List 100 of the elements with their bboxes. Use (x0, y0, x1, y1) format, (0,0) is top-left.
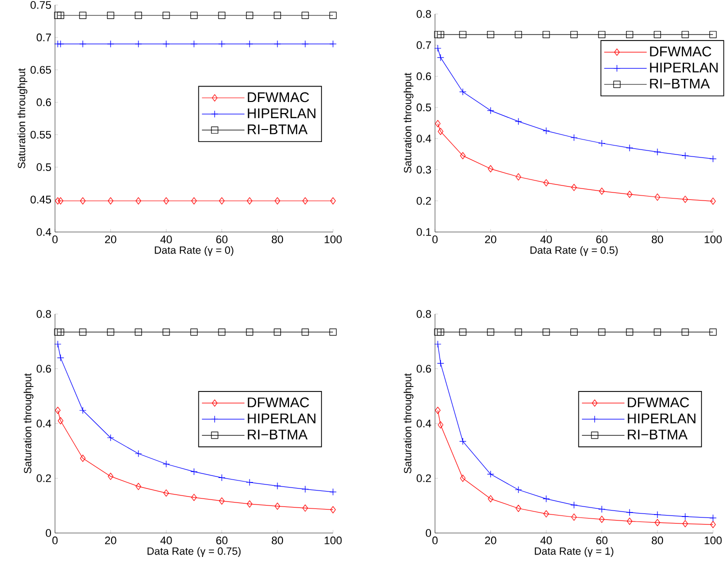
point (134, 12, 142, 19)
legend-label: RI−BTMA (248, 124, 308, 134)
point (598, 506, 606, 513)
legend-label: DFWMAC (628, 397, 689, 408)
point (108, 197, 114, 204)
point (710, 198, 716, 205)
point (80, 197, 86, 204)
point (134, 40, 142, 48)
point (434, 340, 442, 348)
point (709, 328, 717, 336)
point (329, 12, 337, 19)
y-tick-label: 0.2 (416, 196, 431, 205)
point (330, 506, 336, 514)
point (682, 152, 689, 160)
point (599, 516, 605, 523)
y-tick-label: 0.75 (30, 1, 52, 9)
point (487, 106, 494, 114)
point (56, 328, 64, 336)
point (626, 190, 632, 198)
point (246, 328, 254, 336)
point (459, 438, 466, 445)
x-tick-label: 0 (432, 236, 438, 244)
point (488, 495, 494, 502)
point (709, 155, 717, 162)
point (329, 40, 337, 48)
x-tick-label: 40 (160, 236, 172, 244)
point (488, 165, 494, 172)
point (459, 88, 466, 96)
point (107, 434, 114, 442)
point (570, 134, 578, 142)
point (302, 197, 308, 204)
point (218, 328, 226, 336)
point (570, 501, 578, 509)
point (626, 328, 634, 336)
point (682, 196, 688, 203)
point (108, 472, 114, 480)
y-tick-label: 0.65 (30, 66, 52, 74)
point (435, 406, 441, 414)
point (542, 30, 550, 38)
point (107, 40, 114, 48)
x-tick-label: 0 (432, 536, 438, 544)
point (571, 184, 577, 192)
point (55, 197, 61, 204)
y-tick-label: 0.8 (36, 310, 51, 318)
point (598, 30, 606, 38)
x-axis-title: Data Rate (γ = 0.75) (148, 547, 241, 557)
y-tick-label: 0.7 (36, 34, 51, 42)
point (190, 468, 198, 476)
point (163, 197, 169, 204)
point (54, 12, 62, 19)
x-tick-label: 100 (324, 236, 342, 244)
point (162, 12, 170, 19)
point (626, 144, 634, 152)
point (516, 173, 522, 180)
y-axis-title: Saturation throughput (404, 373, 414, 474)
x-tick-label: 20 (105, 536, 116, 544)
point (191, 197, 197, 204)
point (274, 482, 281, 490)
y-tick-label: 0 (46, 529, 52, 537)
x-tick-label: 80 (272, 236, 284, 244)
point (162, 460, 170, 468)
point (302, 504, 308, 512)
point (514, 30, 522, 38)
point (514, 486, 522, 494)
point (136, 482, 142, 490)
y-axis-title: Saturation throughput (24, 373, 34, 474)
point (436, 360, 444, 367)
point (598, 328, 606, 336)
y-tick-label: 0.4 (416, 420, 432, 428)
y-tick-label: 0.6 (416, 364, 431, 373)
y-tick-label: 0 (426, 529, 432, 537)
point (654, 30, 661, 38)
point (56, 354, 64, 362)
point (542, 127, 550, 134)
point (434, 30, 442, 38)
y-tick-label: 0.55 (30, 130, 52, 139)
legend-label: HIPERLAN (650, 62, 718, 72)
point (58, 417, 64, 424)
point (626, 508, 634, 516)
legend-label: DFWMAC (248, 92, 309, 102)
point (460, 152, 466, 160)
point (80, 454, 86, 462)
point (654, 148, 661, 156)
x-tick-label: 80 (652, 536, 664, 544)
point (302, 486, 309, 493)
point (599, 188, 605, 195)
point (274, 328, 281, 336)
point (654, 328, 661, 336)
legend-label: RI−BTMA (628, 430, 688, 440)
point (329, 488, 337, 496)
point (542, 328, 550, 336)
point (487, 328, 494, 336)
point (654, 511, 661, 518)
legend-label: RI−BTMA (650, 78, 710, 88)
point (436, 54, 444, 62)
point (191, 494, 197, 502)
point (626, 518, 632, 525)
point (218, 40, 226, 48)
point (438, 421, 444, 428)
y-tick-label: 0.6 (36, 98, 51, 106)
